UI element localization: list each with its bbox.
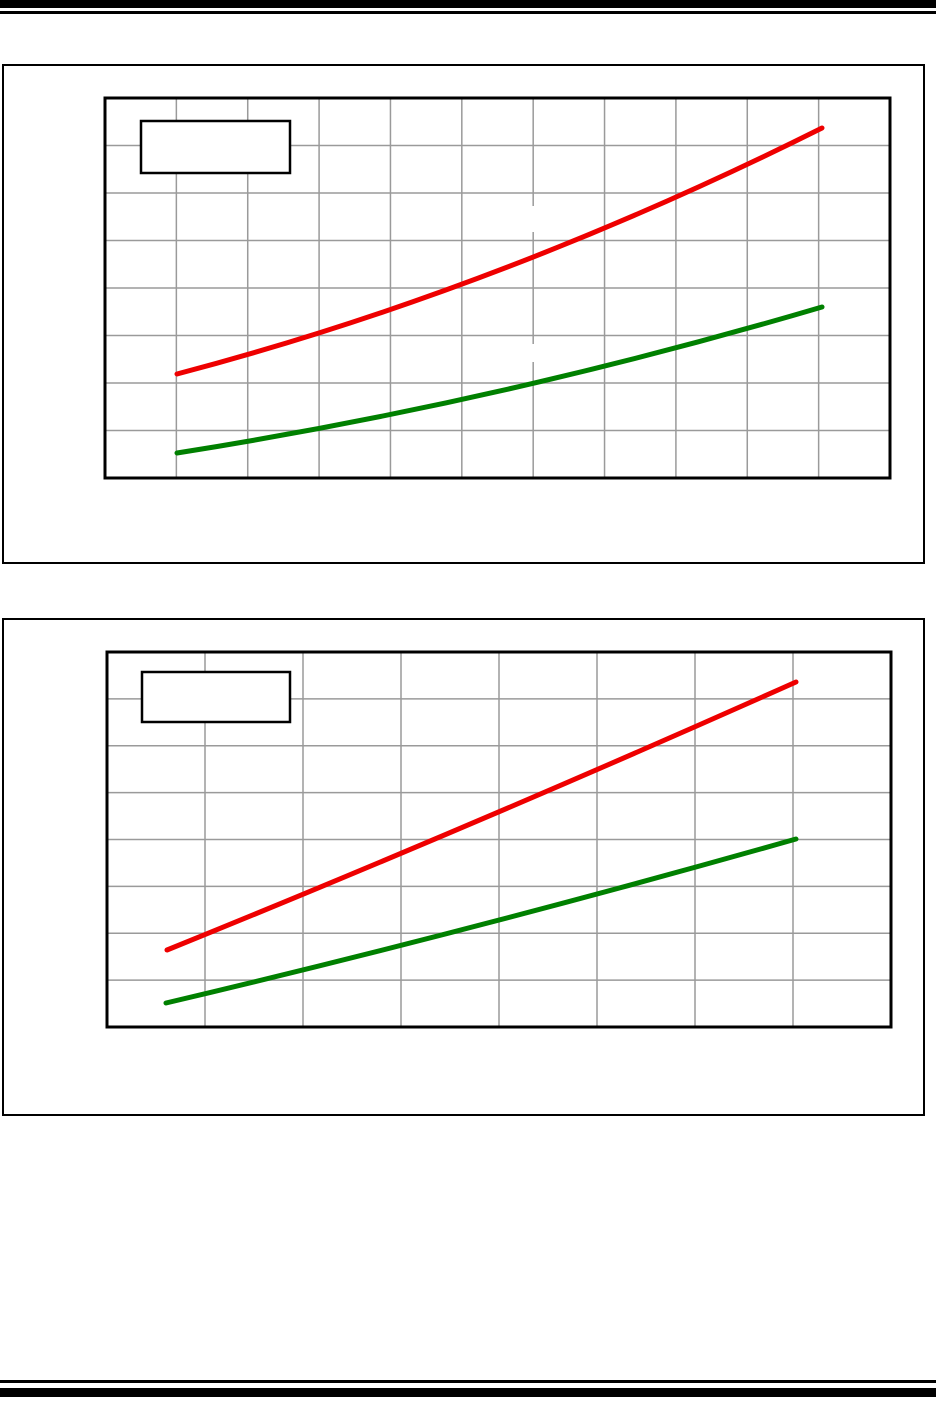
footer-thick-rule	[0, 1388, 936, 1397]
figure-2-frame	[2, 618, 925, 1116]
header-thick-rule	[0, 0, 936, 8]
header-thin-rule	[0, 11, 936, 14]
figure-1-frame	[2, 64, 925, 564]
footer-thin-rule	[0, 1380, 936, 1383]
